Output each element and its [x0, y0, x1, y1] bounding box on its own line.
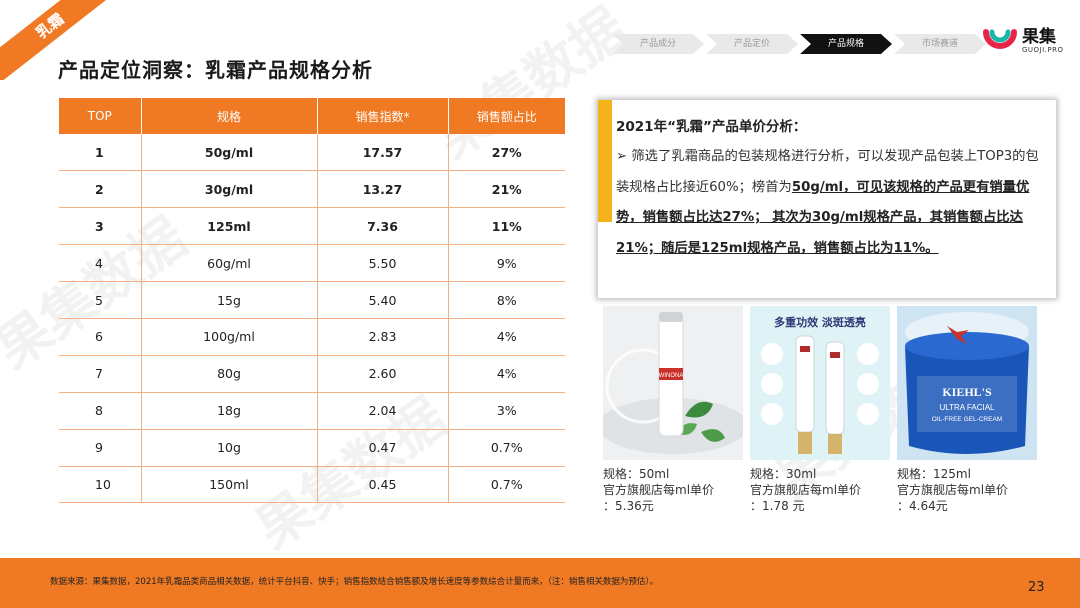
cell-rank: 9	[59, 429, 142, 467]
cell-share: 27%	[448, 134, 565, 172]
cell-share: 8%	[448, 281, 565, 319]
table-row: 10 150ml 0.45 0.7%	[59, 466, 565, 504]
cell-share: 9%	[448, 244, 565, 283]
cell-rank: 3	[59, 207, 142, 246]
bullet-icon: ➢	[616, 149, 628, 164]
product-spec: 规格：30ml	[750, 467, 817, 481]
product-card-3: KIEHL'S ULTRA FACIAL OIL-FREE GEL-CREAM …	[897, 306, 1037, 514]
logo-sub: GUOJI.PRO	[1022, 45, 1064, 54]
table-row: 2 30g/ml 13.27 21%	[59, 170, 565, 209]
cell-index: 7.36	[317, 207, 449, 246]
spec-table: TOP 规格 销售指数* 销售额占比 1 50g/ml 17.57 27% 2 30g/…	[59, 98, 565, 504]
cell-share: 21%	[448, 170, 565, 209]
cell-index: 2.04	[317, 392, 449, 430]
cell-spec: 15g	[141, 281, 318, 319]
cell-spec: 60g/ml	[141, 244, 318, 283]
product-price: ：1.78 元	[750, 499, 805, 513]
product-card-2: 多重功效 淡斑透亮 规格：30ml 官方旗舰店每ml单价 ：1.78 元	[750, 306, 890, 514]
step-market[interactable]: 市场赛道	[894, 34, 986, 54]
product-image-1: WINONA	[603, 306, 743, 460]
footer: 数据来源：果集数据，2021年乳霜品类商品相关数据，统计平台抖音、快手；销售指数…	[0, 558, 1080, 608]
cell-spec: 150ml	[141, 466, 318, 504]
logo: 果集 GUOJI.PRO	[982, 26, 1064, 56]
table-row: 4 60g/ml 5.50 9%	[59, 244, 565, 283]
table-row: 1 50g/ml 17.57 27%	[59, 134, 565, 172]
cell-rank: 4	[59, 244, 142, 283]
table-row: 6 100g/ml 2.83 4%	[59, 318, 565, 356]
cell-spec: 50g/ml	[141, 134, 318, 172]
step-ingredients[interactable]: 产品成分	[612, 34, 704, 54]
page-title: 产品定位洞察：乳霜产品规格分析	[58, 58, 373, 82]
header-sales-index: 销售指数*	[317, 98, 449, 134]
table-row: 3 125ml 7.36 11%	[59, 207, 565, 246]
cell-share: 3%	[448, 392, 565, 430]
cell-share: 0.7%	[448, 466, 565, 504]
svg-text:KIEHL'S: KIEHL'S	[942, 385, 992, 399]
step-nav: 产品成分 产品定价 产品规格 市场赛道	[612, 34, 988, 54]
header-sales-share: 销售额占比	[448, 98, 565, 134]
cell-spec: 18g	[141, 392, 318, 430]
svg-text:WINONA: WINONA	[659, 373, 684, 379]
svg-text:OIL-FREE GEL-CREAM: OIL-FREE GEL-CREAM	[932, 416, 1002, 423]
logo-icon	[982, 26, 1018, 56]
product-price: ：4.64元	[897, 499, 948, 513]
cell-index: 17.57	[317, 134, 449, 172]
product-image-3: KIEHL'S ULTRA FACIAL OIL-FREE GEL-CREAM	[897, 306, 1037, 460]
cell-share: 0.7%	[448, 429, 565, 467]
product-price: ：5.36元	[603, 499, 654, 513]
svg-text:多重功效 淡斑透亮: 多重功效 淡斑透亮	[774, 315, 866, 329]
table-row: 8 18g 2.04 3%	[59, 392, 565, 430]
logo-name: 果集	[1022, 26, 1056, 47]
cell-spec: 100g/ml	[141, 318, 318, 356]
step-pricing[interactable]: 产品定价	[706, 34, 798, 54]
analysis-highlight: 50g/ml，可见该规格的产品更有销量优势，销售额占比达27%； 其次为30g/…	[616, 179, 1030, 256]
product-price-label: 官方旗舰店每ml单价	[603, 483, 715, 497]
cell-index: 2.60	[317, 355, 449, 393]
analysis-title: 2021年“乳霜”产品单价分析：	[616, 119, 807, 135]
product-image-2: 多重功效 淡斑透亮	[750, 306, 890, 460]
cell-share: 4%	[448, 318, 565, 356]
cell-spec: 125ml	[141, 207, 318, 246]
table-row: 5 15g 5.40 8%	[59, 281, 565, 319]
step-specification[interactable]: 产品规格	[800, 34, 892, 54]
header-top: TOP	[59, 98, 142, 134]
product-caption-3: 规格：125ml 官方旗舰店每ml单价 ：4.64元	[897, 466, 1037, 514]
table-header-row: TOP 规格 销售指数* 销售额占比	[59, 98, 565, 134]
page-number: 23	[1028, 580, 1045, 595]
cell-rank: 8	[59, 392, 142, 430]
product-spec: 规格：125ml	[897, 467, 971, 481]
cell-share: 4%	[448, 355, 565, 393]
cell-rank: 6	[59, 318, 142, 356]
product-caption-2: 规格：30ml 官方旗舰店每ml单价 ：1.78 元	[750, 466, 890, 514]
cell-rank: 1	[59, 134, 142, 172]
cell-index: 2.83	[317, 318, 449, 356]
cell-index: 0.45	[317, 466, 449, 504]
analysis-box: 2021年“乳霜”产品单价分析： ➢ 筛选了乳霜商品的包装规格进行分析，可以发现…	[598, 100, 1056, 298]
product-caption-1: 规格：50ml 官方旗舰店每ml单价 ：5.36元	[603, 466, 743, 514]
cell-spec: 80g	[141, 355, 318, 393]
cell-index: 13.27	[317, 170, 449, 209]
analysis-text: 筛选了乳霜商品的包装规格进行分析，可以发现产品包装上TOP3的包装规格占比接近6…	[616, 149, 1039, 195]
cell-rank: 2	[59, 170, 142, 209]
product-spec: 规格：50ml	[603, 467, 670, 481]
data-source-note: 数据来源：果集数据，2021年乳霜品类商品相关数据，统计平台抖音、快手；销售指数…	[50, 577, 659, 587]
cell-rank: 7	[59, 355, 142, 393]
svg-text:ULTRA FACIAL: ULTRA FACIAL	[940, 403, 996, 412]
header-spec: 规格	[141, 98, 318, 134]
cell-rank: 10	[59, 466, 142, 504]
highlight-bar	[598, 100, 612, 222]
table-row: 9 10g 0.47 0.7%	[59, 429, 565, 467]
cell-index: 5.40	[317, 281, 449, 319]
table-row: 7 80g 2.60 4%	[59, 355, 565, 393]
cell-spec: 30g/ml	[141, 170, 318, 209]
product-price-label: 官方旗舰店每ml单价	[750, 483, 862, 497]
cell-index: 5.50	[317, 244, 449, 283]
cell-index: 0.47	[317, 429, 449, 467]
cell-spec: 10g	[141, 429, 318, 467]
cell-share: 11%	[448, 207, 565, 246]
product-price-label: 官方旗舰店每ml单价	[897, 483, 1009, 497]
product-card-1: WINONA 规格：50ml 官方旗舰店每ml单价 ：5.36元	[603, 306, 743, 514]
analysis-body: ➢ 筛选了乳霜商品的包装规格进行分析，可以发现产品包装上TOP3的包装规格占比接…	[616, 142, 1044, 264]
cell-rank: 5	[59, 281, 142, 319]
